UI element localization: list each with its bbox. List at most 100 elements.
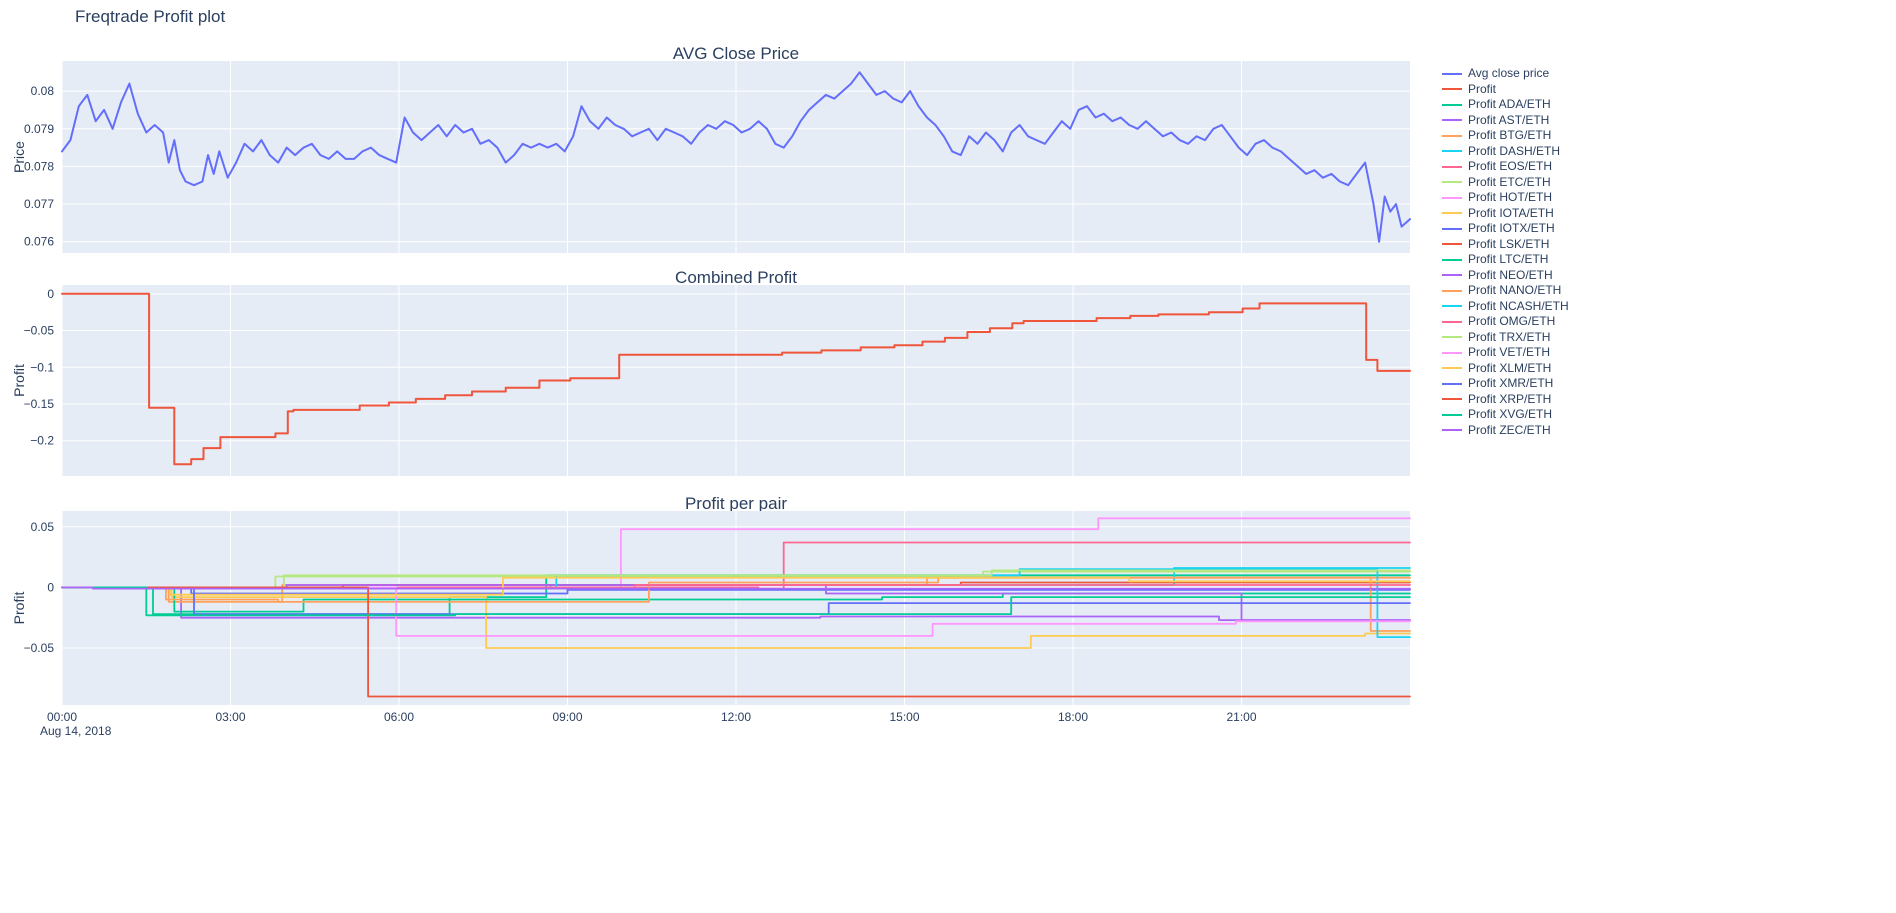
series-profit-nano-eth <box>61 576 1411 632</box>
legend-line-swatch <box>1442 258 1462 261</box>
x-tick-label: 03:00 <box>215 710 245 724</box>
legend-label: Profit XMR/ETH <box>1468 376 1554 390</box>
legend-item-profit-eos-eth[interactable]: Profit EOS/ETH <box>1442 159 1632 175</box>
series-profit <box>61 292 1411 466</box>
legend-line-swatch <box>1442 150 1462 153</box>
legend-label: Profit LTC/ETH <box>1468 252 1549 266</box>
figure-combined-profit: Combined Profit 0 −0.05 −0.1 −0.15 −0.2 Profi… <box>0 268 1440 483</box>
y-tick-label: −0.05 <box>24 324 55 338</box>
legend-item-profit-xlm-eth[interactable]: Profit XLM/ETH <box>1442 361 1632 377</box>
y-axis-title: Price <box>11 141 27 173</box>
legend-item-profit-vet-eth[interactable]: Profit VET/ETH <box>1442 345 1632 361</box>
legend-label: Profit NCASH/ETH <box>1468 298 1569 313</box>
legend-item-profit-iotx-eth[interactable]: Profit IOTX/ETH <box>1442 221 1632 237</box>
legend-line-swatch <box>1442 367 1462 370</box>
legend-line-swatch <box>1442 72 1462 75</box>
legend-label: Profit NANO/ETH <box>1468 283 1562 297</box>
legend-line-swatch <box>1442 305 1462 308</box>
legend-label: Profit IOTX/ETH <box>1468 221 1555 235</box>
legend-item-profit-etc-eth[interactable]: Profit ETC/ETH <box>1442 175 1632 191</box>
y-tick-label: −0.1 <box>30 360 54 374</box>
legend-item-profit[interactable]: Profit <box>1442 82 1632 98</box>
legend-line-swatch <box>1442 243 1462 246</box>
legend-line-swatch <box>1442 212 1462 215</box>
y-tick-label: 0 <box>47 580 54 594</box>
figure-profit-per-pair: Profit per pair 0.05 0 −0.05 Profit 00:00 03:… <box>0 494 1440 748</box>
legend-item-profit-ast-eth[interactable]: Profit AST/ETH <box>1442 113 1632 129</box>
legend-item-profit-iota-eth[interactable]: Profit IOTA/ETH <box>1442 206 1632 222</box>
y-axis-title: Profit <box>11 592 27 625</box>
y-tick-label: 0.078 <box>24 159 54 173</box>
legend-item-profit-zec-eth[interactable]: Profit ZEC/ETH <box>1442 423 1632 439</box>
avg-close-price-chart[interactable]: 0.076 0.077 0.078 0.079 0.08 Price <box>0 61 1420 259</box>
legend-line-swatch <box>1442 274 1462 277</box>
legend-item-profit-xmr-eth[interactable]: Profit XMR/ETH <box>1442 376 1632 392</box>
legend-item-profit-hot-eth[interactable]: Profit HOT/ETH <box>1442 190 1632 206</box>
figure-avg-close-price: AVG Close Price 0.076 0.077 0.078 0.079 0.08… <box>0 44 1440 260</box>
legend-label: Profit IOTA/ETH <box>1468 205 1554 220</box>
y-tick-label: 0.079 <box>24 122 54 136</box>
legend-line-swatch <box>1442 336 1462 339</box>
page-title: Freqtrade Profit plot <box>75 7 226 26</box>
legend-item-profit-xrp-eth[interactable]: Profit XRP/ETH <box>1442 392 1632 408</box>
legend-label: Profit BTG/ETH <box>1468 128 1552 142</box>
legend-label: Profit XLM/ETH <box>1468 360 1552 375</box>
x-tick-label: 00:00 <box>47 710 77 724</box>
legend-item-profit-ltc-eth[interactable]: Profit LTC/ETH <box>1442 252 1632 268</box>
legend-line-swatch <box>1442 181 1462 184</box>
legend-item-profit-btg-eth[interactable]: Profit BTG/ETH <box>1442 128 1632 144</box>
legend-line-swatch <box>1442 382 1462 385</box>
subplot-title-combined-profit: Combined Profit <box>675 268 797 287</box>
legend-label: Profit HOT/ETH <box>1468 190 1553 204</box>
legend-label: Profit EOS/ETH <box>1468 159 1553 173</box>
y-tick-label: 0.076 <box>24 235 54 249</box>
y-tick-label: 0.077 <box>24 197 54 211</box>
y-tick-label: 0.05 <box>31 520 55 534</box>
legend-label: Profit OMG/ETH <box>1468 314 1556 328</box>
legend-label: Profit VET/ETH <box>1468 345 1551 359</box>
legend-label: Profit XRP/ETH <box>1468 391 1552 406</box>
legend-item-profit-xvg-eth[interactable]: Profit XVG/ETH <box>1442 407 1632 423</box>
legend-label: Profit TRX/ETH <box>1468 329 1551 344</box>
series-profit-xrp-eth <box>61 586 1411 698</box>
subplot-title-profit-per-pair: Profit per pair <box>684 494 788 513</box>
legend-line-swatch <box>1442 134 1462 137</box>
x-tick-label: 18:00 <box>1058 710 1088 724</box>
combined-profit-chart[interactable]: 0 −0.05 −0.1 −0.15 −0.2 Profit <box>0 285 1420 482</box>
legend-item-profit-dash-eth[interactable]: Profit DASH/ETH <box>1442 144 1632 160</box>
series-profit-zec-eth <box>61 586 1411 590</box>
legend-item-profit-trx-eth[interactable]: Profit TRX/ETH <box>1442 330 1632 346</box>
legend-label: Profit LSK/ETH <box>1468 236 1550 251</box>
legend-line-swatch <box>1442 413 1462 416</box>
legend-item-profit-neo-eth[interactable]: Profit NEO/ETH <box>1442 268 1632 284</box>
x-tick-label: 06:00 <box>384 710 414 724</box>
legend-line-swatch <box>1442 165 1462 168</box>
series-profit-ast-eth <box>61 586 1411 621</box>
legend-label: Profit ADA/ETH <box>1468 97 1551 111</box>
y-axis-title: Profit <box>11 364 27 397</box>
x-tick-label: 15:00 <box>889 710 919 724</box>
x-axis-date-label: Aug 14, 2018 <box>40 724 112 738</box>
x-tick-label: 12:00 <box>721 710 751 724</box>
legend-line-swatch <box>1442 398 1462 401</box>
legend-line-swatch <box>1442 119 1462 122</box>
legend-label: Profit NEO/ETH <box>1468 267 1553 282</box>
legend-label: Profit AST/ETH <box>1468 112 1550 127</box>
profit-per-pair-chart[interactable]: 0.05 0 −0.05 Profit 00:00 03:00 06:00 09:00 12:0… <box>0 511 1420 745</box>
legend-item-profit-nano-eth[interactable]: Profit NANO/ETH <box>1442 283 1632 299</box>
legend-item-profit-ada-eth[interactable]: Profit ADA/ETH <box>1442 97 1632 113</box>
series-profit-ncash-eth <box>61 568 1411 638</box>
legend: Avg close price Profit Profit ADA/ETH Profi… <box>1442 66 1632 438</box>
legend-label: Profit ETC/ETH <box>1468 174 1551 189</box>
series-avg-close-price <box>61 71 1411 243</box>
legend-item-profit-lsk-eth[interactable]: Profit LSK/ETH <box>1442 237 1632 253</box>
series-profit-xvg-eth <box>61 586 1411 617</box>
y-tick-label: −0.2 <box>30 434 54 448</box>
legend-line-swatch <box>1442 196 1462 199</box>
legend-line-swatch <box>1442 103 1462 106</box>
series-profit-iota-eth <box>61 586 1411 649</box>
legend-item-profit-omg-eth[interactable]: Profit OMG/ETH <box>1442 314 1632 330</box>
legend-item-profit-ncash-eth[interactable]: Profit NCASH/ETH <box>1442 299 1632 315</box>
legend-item-avg-close-price[interactable]: Avg close price <box>1442 66 1632 82</box>
